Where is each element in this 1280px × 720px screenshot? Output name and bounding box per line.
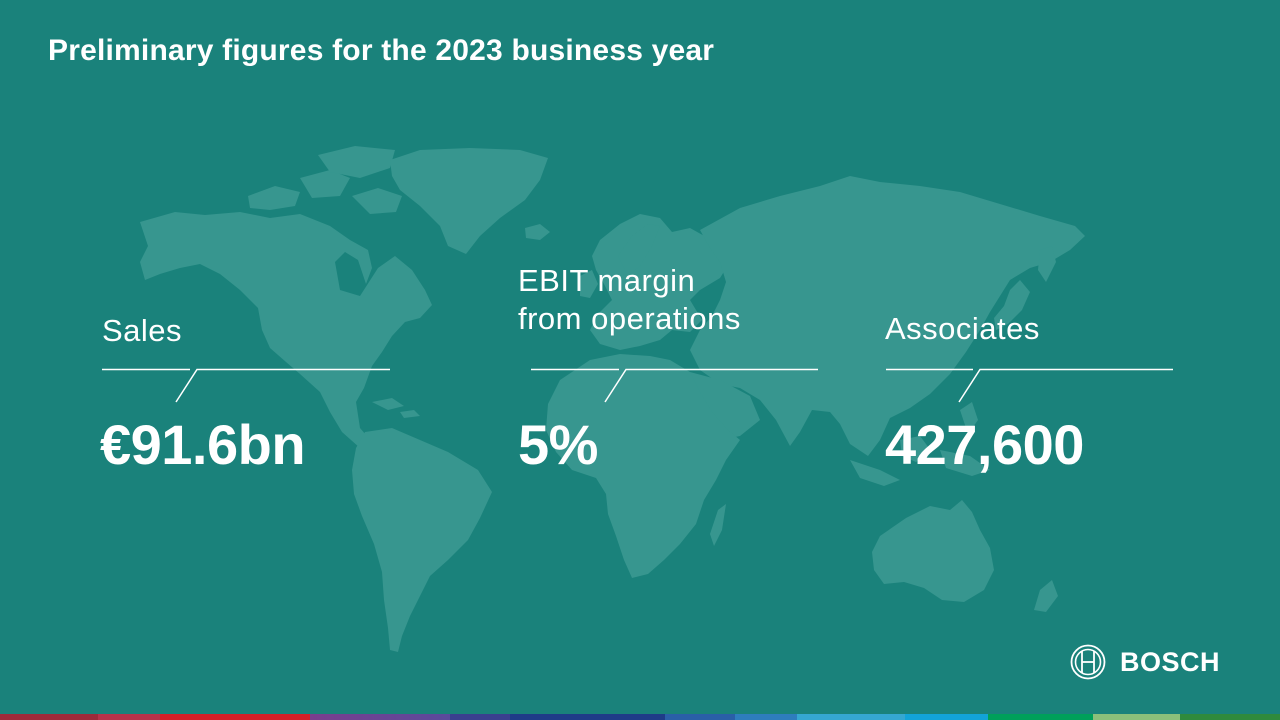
ebit-margin-value: 5%	[518, 413, 598, 476]
bosch-logo: BOSCH	[1070, 644, 1220, 680]
bar-segment	[735, 714, 797, 720]
bar-segment	[1180, 714, 1280, 720]
bar-segment	[310, 714, 450, 720]
ebit-label-line2: from operations	[518, 301, 741, 336]
bosch-armature-icon	[1070, 644, 1106, 680]
bar-segment	[510, 714, 665, 720]
sales-value: €91.6bn	[100, 413, 306, 476]
bar-segment	[0, 714, 98, 720]
australia-shape	[872, 500, 994, 602]
greenland-shape	[390, 148, 548, 254]
bar-segment	[797, 714, 905, 720]
bar-segment	[905, 714, 988, 720]
bar-segment	[160, 714, 310, 720]
brand-color-bar	[0, 714, 1280, 720]
south-america-shape	[352, 428, 492, 652]
north-america-shape	[140, 212, 432, 460]
bar-segment	[1093, 714, 1180, 720]
sales-label: Sales	[102, 313, 183, 348]
bar-segment	[98, 714, 160, 720]
bar-segment	[450, 714, 510, 720]
ebit-label-line1: EBIT margin	[518, 263, 696, 298]
associates-value: 427,600	[885, 413, 1084, 476]
africa-shape	[546, 354, 740, 578]
bosch-wordmark: BOSCH	[1120, 646, 1221, 677]
bar-segment	[665, 714, 735, 720]
bar-segment	[988, 714, 1093, 720]
page-title: Preliminary figures for the 2023 busines…	[48, 34, 715, 67]
associates-label: Associates	[885, 311, 1040, 346]
